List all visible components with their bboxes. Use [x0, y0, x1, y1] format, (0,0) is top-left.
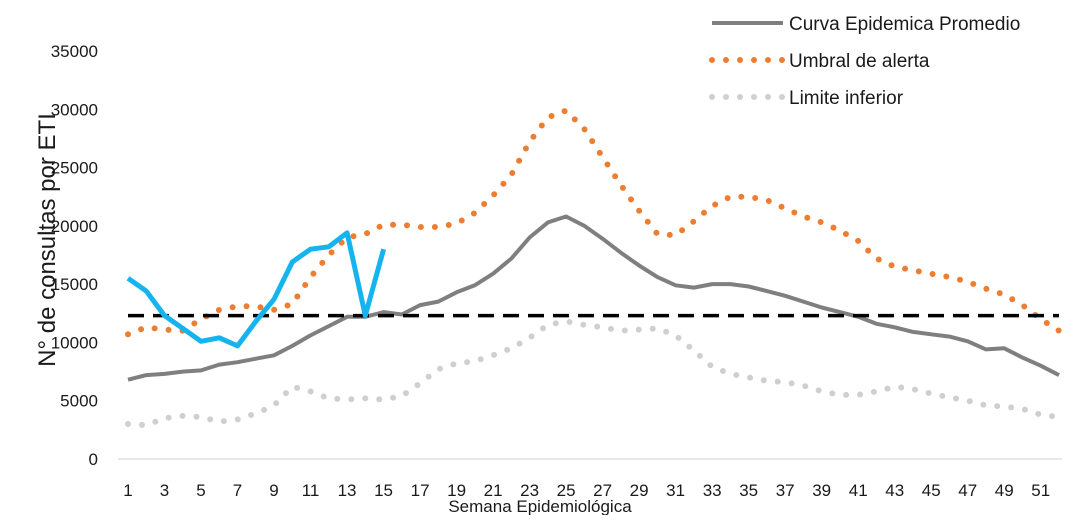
x-tick-label: 49	[995, 481, 1014, 500]
x-tick-label: 13	[338, 481, 357, 500]
x-tick-label: 3	[160, 481, 169, 500]
y-tick-label: 30000	[51, 100, 98, 119]
x-tick-label: 45	[922, 481, 941, 500]
x-tick-label: 7	[233, 481, 242, 500]
x-tick-label: 47	[958, 481, 977, 500]
x-tick-label: 39	[812, 481, 831, 500]
x-axis-title: Semana Epidemiológica	[448, 497, 632, 515]
x-tick-label: 29	[630, 481, 649, 500]
x-tick-label: 21	[484, 481, 503, 500]
y-tick-label: 20000	[51, 217, 98, 236]
series-line-promedio	[127, 214, 1060, 382]
y-tick-label: 5000	[60, 392, 98, 411]
x-tick-label: 43	[885, 481, 904, 500]
series-line-umbral	[125, 107, 1062, 338]
x-tick-label: 9	[269, 481, 278, 500]
x-tick-label: 25	[557, 481, 576, 500]
x-tick-label: 27	[593, 481, 612, 500]
x-tick-label: 37	[776, 481, 795, 500]
series-line-actual	[126, 230, 387, 349]
x-tick-label: 23	[520, 481, 539, 500]
series-line-limite	[125, 318, 1062, 429]
legend-label-promedio: Curva Epidemica Promedio	[789, 14, 1020, 35]
x-tick-label: 35	[739, 481, 758, 500]
x-tick-label: 5	[196, 481, 205, 500]
x-tick-label: 15	[374, 481, 393, 500]
x-tick-label: 41	[849, 481, 868, 500]
x-tick-label: 17	[411, 481, 430, 500]
x-tick-label: 19	[447, 481, 466, 500]
y-tick-label: 10000	[51, 333, 98, 352]
legend-label-limite: Limite inferior	[789, 88, 904, 109]
y-tick-label: 25000	[51, 159, 98, 178]
x-tick-label: 51	[1031, 481, 1050, 500]
legend-label-umbral: Umbral de alerta	[789, 51, 930, 72]
y-tick-label: 0	[89, 450, 98, 469]
y-tick-label: 35000	[51, 42, 98, 61]
y-tick-label: 15000	[51, 275, 98, 294]
x-tick-label: 33	[703, 481, 722, 500]
x-tick-label: 31	[666, 481, 685, 500]
x-tick-label: 1	[123, 481, 132, 500]
y-axis-title: N° de consultas por ETI	[34, 113, 61, 367]
x-tick-label: 11	[302, 481, 320, 500]
